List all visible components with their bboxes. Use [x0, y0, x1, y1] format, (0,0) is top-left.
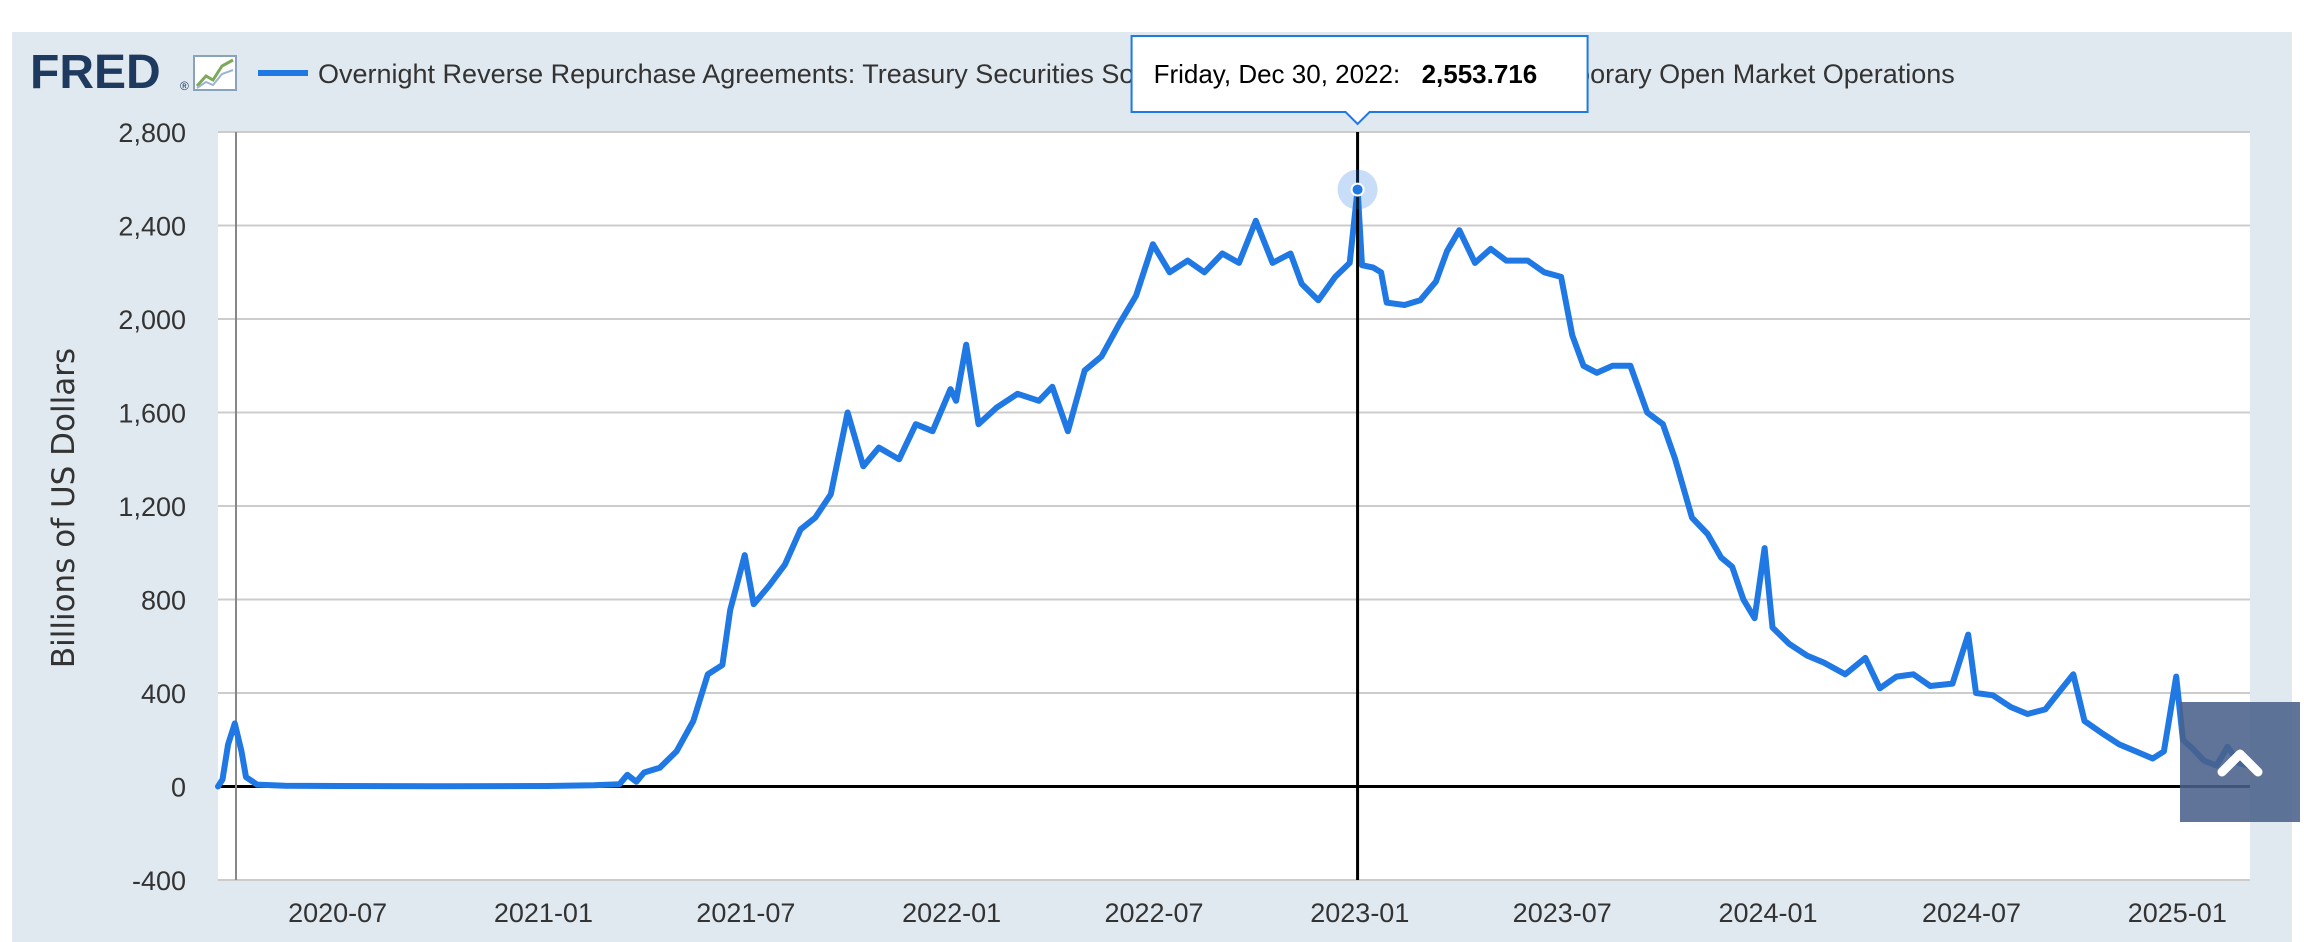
y-tick-labels: 2,800 2,400 2,000 1,600 1,200 800 400 0 -400	[118, 118, 186, 896]
x-tick-label: 2021-07	[696, 898, 795, 928]
x-tick-label: 2020-07	[288, 898, 387, 928]
legend[interactable]: Overnight Reverse Repurchase Agreements:…	[258, 59, 1955, 89]
fred-logo-text: FRED	[30, 46, 161, 99]
scroll-to-top-button[interactable]	[2180, 702, 2300, 822]
x-tick-label: 2024-01	[1718, 898, 1817, 928]
y-tick-label: 2,400	[118, 212, 186, 242]
grid-lines	[218, 131, 2250, 881]
tooltip-box	[1130, 35, 1589, 126]
chevron-up-icon	[2217, 749, 2263, 777]
y-tick-label: -400	[132, 866, 186, 896]
tooltip-value: 2,553.716	[1422, 59, 1538, 89]
x-tick-labels: 2020-07 2021-01 2021-07 2022-01 2022-07 2023-…	[288, 898, 2227, 928]
y-tick-label: 400	[141, 679, 186, 709]
y-tick-label: 2,000	[118, 305, 186, 335]
tooltip-date: Friday, Dec 30, 2022:	[1154, 59, 1401, 89]
x-tick-label: 2023-07	[1513, 898, 1612, 928]
tooltip: Friday, Dec 30, 2022: 2,553.716	[1130, 35, 1589, 126]
series-line	[215, 186, 2251, 790]
plot-area: 2,800 2,400 2,000 1,600 1,200 800 400 0 -400 202…	[118, 118, 2251, 928]
y-tick-label: 0	[171, 773, 186, 803]
x-tick-label: 2023-01	[1310, 898, 1409, 928]
x-tick-label: 2022-01	[902, 898, 1001, 928]
x-tick-label: 2022-07	[1104, 898, 1203, 928]
registered-mark: ®	[180, 79, 189, 93]
legend-swatch	[258, 70, 308, 76]
x-tick-label: 2021-01	[494, 898, 593, 928]
y-tick-label: 1,200	[118, 492, 186, 522]
y-axis-title: Billions of US Dollars	[46, 348, 82, 668]
fred-logo[interactable]: FRED ®	[30, 46, 237, 99]
y-tick-label: 1,600	[118, 399, 186, 429]
x-tick-label: 2025-01	[2128, 898, 2227, 928]
y-tick-label: 2,800	[118, 118, 186, 148]
trend-chart-icon	[193, 55, 237, 91]
y-tick-label: 800	[141, 586, 186, 616]
x-tick-label: 2024-07	[1922, 898, 2021, 928]
hover-point[interactable]	[1350, 182, 1365, 197]
